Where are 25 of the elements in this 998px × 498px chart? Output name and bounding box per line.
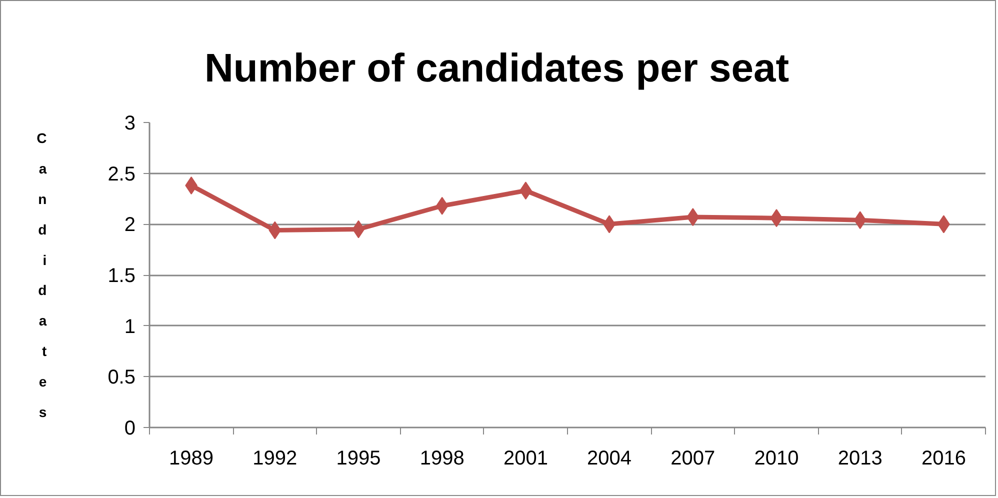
x-tick-label: 1992 xyxy=(252,448,298,470)
x-tick-label: 2007 xyxy=(670,448,716,470)
y-tick-label: 0.5 xyxy=(108,366,136,389)
point xyxy=(436,196,448,215)
point xyxy=(854,211,866,230)
point xyxy=(352,220,365,238)
y-tick-label: 3 xyxy=(124,112,136,134)
y-tick-label: 2 xyxy=(124,214,136,236)
point xyxy=(770,209,783,228)
x-tick-label: 1995 xyxy=(336,448,381,470)
point xyxy=(686,208,700,226)
x-tick-label: 2016 xyxy=(921,448,966,470)
y-tick-label: 1.5 xyxy=(108,265,136,287)
text: Candidates xyxy=(36,130,47,420)
chart-title: Number of candidates per seat xyxy=(204,46,790,90)
point xyxy=(268,221,282,240)
y-tick-label: 0 xyxy=(124,418,136,440)
x-tick-label: 1998 xyxy=(420,448,464,470)
x-tick-label: 1989 xyxy=(169,448,214,470)
y-tick-label: 2.5 xyxy=(108,163,136,186)
x-tick-label: 2004 xyxy=(587,448,632,470)
x-tick-label: 2010 xyxy=(754,448,799,470)
x-tick-label: 2001 xyxy=(503,448,548,470)
y-tick-label: 1 xyxy=(124,316,136,338)
x-tick-label: 2013 xyxy=(838,448,882,470)
